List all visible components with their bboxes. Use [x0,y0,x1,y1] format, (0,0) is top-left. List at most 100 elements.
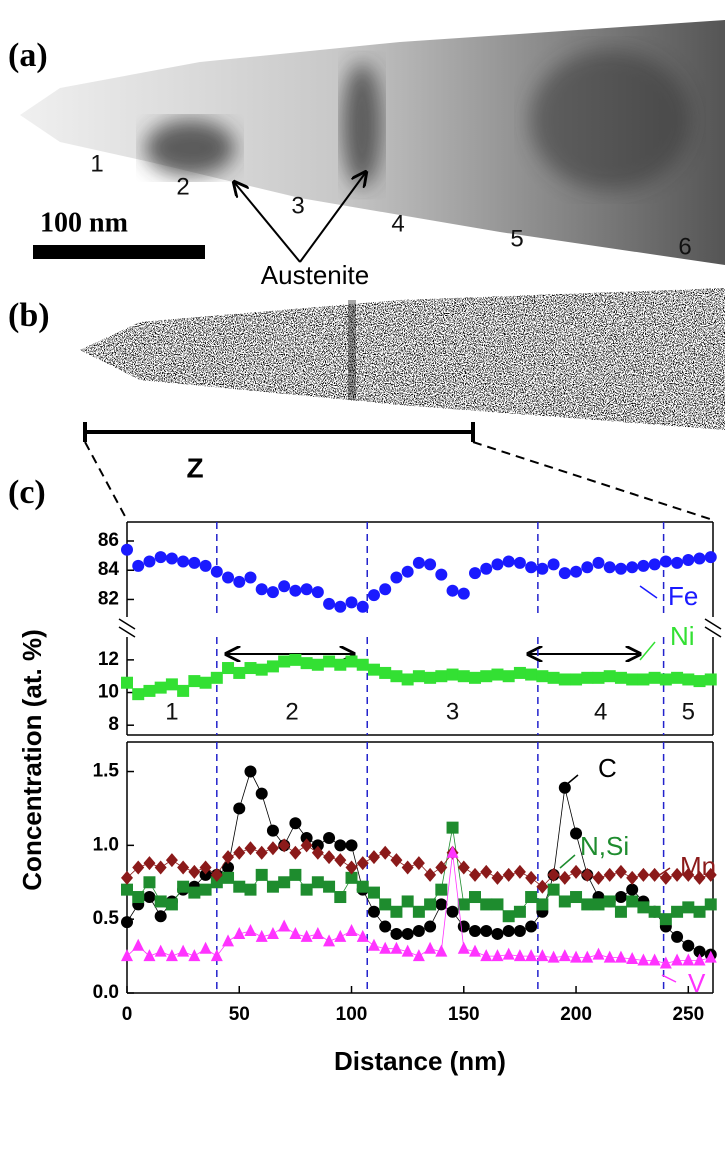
point [659,956,672,969]
point [289,817,302,830]
point [121,543,133,556]
point [188,675,201,688]
region-label: 6 [678,233,691,260]
y-tick-label: 10 [98,682,119,703]
point [603,670,616,683]
point [558,567,571,580]
point [525,870,538,885]
zoom-line [84,441,128,521]
point [547,883,560,896]
region-label: 1 [165,698,178,725]
point [345,596,358,609]
point [626,952,639,965]
point [637,901,650,914]
point [435,860,448,875]
point [513,949,526,962]
point [188,556,201,569]
point [266,660,279,673]
point [233,926,246,939]
point [244,571,257,584]
point [390,670,403,683]
point [222,662,235,675]
point [289,845,302,860]
point [311,926,324,939]
point [266,880,279,893]
series-label: C [598,753,617,783]
x-tick-label: 0 [122,1004,133,1025]
point [525,561,538,574]
point [648,905,661,918]
x-tick-label: 50 [229,1004,250,1025]
point [177,684,190,697]
region-label: 5 [510,225,523,252]
arrow [299,172,366,263]
point [671,930,684,943]
point [558,870,571,885]
point [637,953,650,966]
point [278,655,291,668]
point [323,831,336,844]
point [513,666,526,679]
point [626,870,639,885]
point [367,886,380,899]
point [199,559,212,572]
point [233,575,246,588]
point [244,841,257,856]
point [424,941,437,954]
point [266,841,279,856]
point [603,867,616,882]
point [278,580,291,593]
series-label: N,Si [580,831,629,861]
label-leader [559,854,576,869]
point [614,562,627,575]
point [222,871,235,884]
point [367,905,380,918]
point [222,861,235,874]
point [367,589,380,602]
point [199,860,212,875]
point [469,891,482,904]
point [233,880,246,893]
point [154,860,167,875]
point [469,671,482,684]
point [693,675,706,688]
point [682,673,695,686]
point [289,653,302,666]
point [547,950,560,963]
point [300,929,313,942]
point [446,845,459,858]
axis-break [704,626,722,638]
point [379,845,392,860]
point [121,916,133,929]
point [210,671,223,684]
point [513,924,526,937]
x-tick-label: 100 [336,1004,368,1025]
point [525,668,538,681]
series-label: Fe [668,581,698,611]
point [693,870,706,885]
point [177,555,190,568]
point [143,555,156,568]
point [412,949,425,962]
point [682,953,695,966]
point [457,860,470,875]
point [143,949,156,962]
x-tick-label: 250 [672,1004,704,1025]
point [199,676,212,689]
region-label: 1 [90,150,103,177]
point [154,895,167,908]
point [199,941,212,954]
point [671,671,684,684]
point [570,565,583,578]
point [244,923,257,936]
point [704,673,717,686]
point [356,880,369,893]
point [469,867,482,882]
point [121,676,133,689]
point [334,600,347,613]
point [536,670,549,683]
micrograph-a [20,20,725,265]
panel-label: (b) [8,297,50,334]
point [659,913,672,926]
